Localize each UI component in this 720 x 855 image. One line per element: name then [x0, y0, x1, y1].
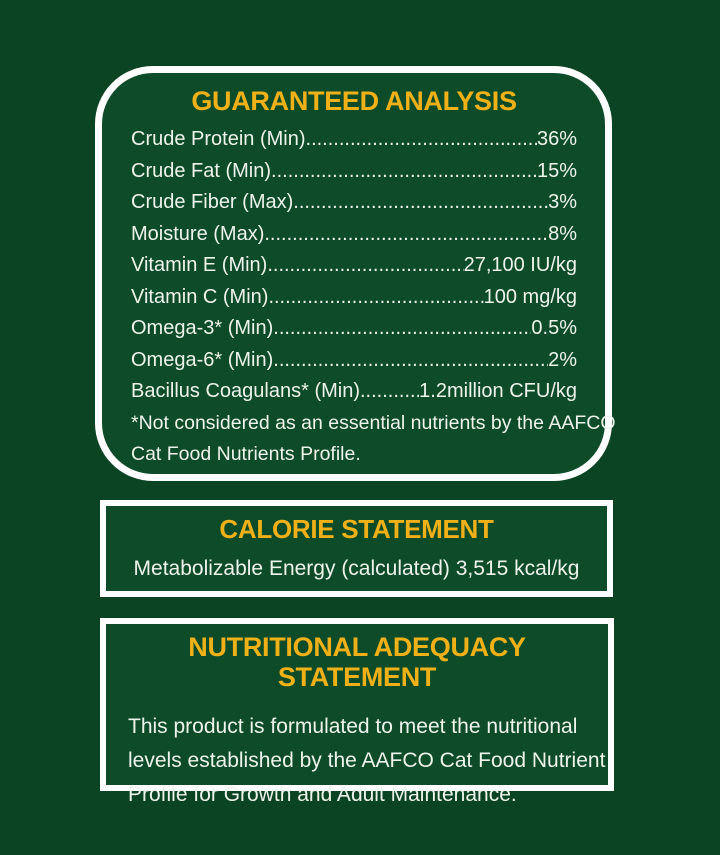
nutrient-value: 1.2million CFU/kg	[419, 380, 577, 402]
nutrient-value: 3%	[548, 191, 577, 213]
dot-leader: ........................................…	[293, 191, 548, 213]
dot-leader: ........................................…	[267, 254, 463, 276]
ga-footnote-line-2: Cat Food Nutrients Profile.	[131, 443, 361, 465]
nutrient-row: Bacillus Coagulans* (Min) ..............…	[131, 376, 577, 408]
dot-leader: ........................................…	[264, 222, 549, 245]
nutrient-row: Vitamin E (Min) ........................…	[131, 250, 577, 282]
dot-leader: ........................................…	[268, 285, 484, 308]
nutrient-label: Crude Fat (Min)	[131, 159, 272, 182]
nutrient-label: Bacillus Coagulans* (Min)	[131, 380, 360, 402]
ga-footnote: *Not considered as an essential nutrient…	[131, 408, 616, 471]
nutrient-value: 0.5%	[531, 317, 577, 339]
adequacy-line-3: Profile for Growth and Adult Maintenance…	[128, 783, 517, 806]
nutrient-row: Moisture (Max) .........................…	[131, 219, 577, 251]
dot-leader: ........................................…	[359, 380, 419, 402]
nutrient-row: Crude Fat (Min) ........................…	[131, 156, 577, 188]
dot-leader: ........................................…	[271, 159, 537, 182]
nutritional-adequacy-panel: NUTRITIONAL ADEQUACY STATEMENT This prod…	[100, 618, 614, 806]
nutrient-value: 15%	[536, 159, 577, 182]
nutrient-label: Moisture (Max)	[131, 222, 265, 245]
nutrient-value: 2%	[548, 348, 577, 371]
nutrient-value: 27,100 IU/kg	[463, 254, 577, 276]
guaranteed-analysis-panel: GUARANTEED ANALYSIS Crude Protein (Min) …	[95, 66, 616, 481]
nutrient-label: Omega-3* (Min)	[131, 317, 274, 339]
nutrient-label: Omega-6* (Min)	[131, 348, 274, 371]
nutrient-row: Omega-6* (Min) .........................…	[131, 345, 577, 377]
ga-footnote-line-1: *Not considered as an essential nutrient…	[131, 411, 616, 434]
nutrient-rows: Crude Protein (Min) ....................…	[131, 124, 577, 408]
nutrient-row: Vitamin C (Min) ........................…	[131, 282, 577, 314]
dot-leader: ........................................…	[305, 128, 537, 150]
calorie-statement-title: CALORIE STATEMENT	[219, 514, 494, 544]
calorie-statement-panel: CALORIE STATEMENT Metabolizable Energy (…	[100, 500, 613, 597]
nutrient-label: Vitamin C (Min)	[131, 285, 269, 308]
dot-leader: ........................................…	[273, 348, 548, 371]
dot-leader: ........................................…	[273, 317, 531, 339]
nutrient-value: 36%	[536, 128, 577, 150]
guaranteed-analysis-title: GUARANTEED ANALYSIS	[191, 86, 517, 116]
calorie-statement-body: Metabolizable Energy (calculated) 3,515 …	[133, 557, 580, 580]
nutritional-adequacy-title: NUTRITIONAL ADEQUACY STATEMENT	[188, 632, 526, 692]
nutritional-adequacy-body: This product is formulated to meet the n…	[128, 710, 608, 812]
nutrient-value: 8%	[548, 222, 577, 245]
nutrient-row: Crude Protein (Min) ....................…	[131, 124, 577, 156]
nutrient-value: 100 mg/kg	[483, 285, 577, 308]
adequacy-line-1: This product is formulated to meet the n…	[128, 715, 578, 738]
nutrient-row: Omega-3* (Min) .........................…	[131, 313, 577, 345]
nutrient-label: Crude Protein (Min)	[131, 128, 306, 150]
nutrient-label: Crude Fiber (Max)	[131, 191, 294, 213]
nutrient-label: Vitamin E (Min)	[131, 254, 268, 276]
adequacy-line-2: levels established by the AAFCO Cat Food…	[128, 749, 606, 772]
nutrient-row: Crude Fiber (Max) ......................…	[131, 187, 577, 219]
